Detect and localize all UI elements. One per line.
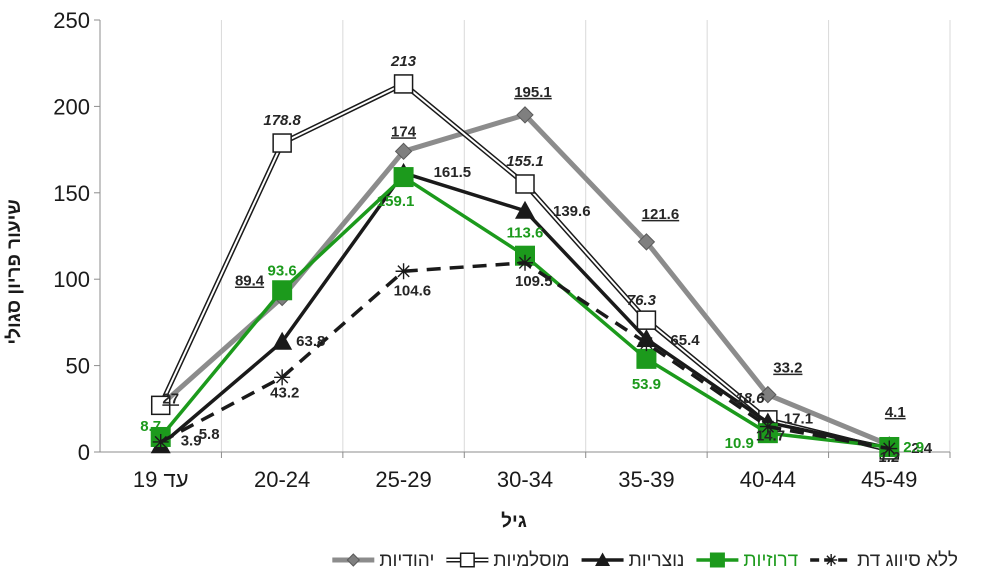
data-label-4-5: 14.7 [756,428,785,445]
data-label-2-2: 161.5 [434,164,472,181]
data-label-0-4: 121.6 [642,206,680,223]
legend-label-0: יהודיות [379,550,434,571]
x-axis-title: גיל [501,511,527,532]
point-3-1 [272,280,293,301]
point-1-4 [636,310,657,330]
point-2-3 [515,200,535,219]
data-label-3-2: 159.1 [377,193,415,210]
data-label-2-6: 2.4 [911,440,933,457]
y-tick-label-4: 200 [53,94,90,119]
point-0-5 [759,385,777,404]
data-labels: 27 89.4 174 195.1 121.6 33.2 4.1 178.8 213 155.1 7… [140,53,933,466]
legend-label-1: מוסלמיות [493,550,569,571]
data-label-3-3: 113.6 [507,225,544,242]
data-label-0-3: 195.1 [514,84,552,101]
data-label-1-4: 76.3 [627,292,657,309]
axes: 0 50 100 150 200 250 עד 19 20-24 25-29 30-34 35-39… [53,8,951,492]
point-0-4 [637,233,656,251]
star-ray [761,420,775,433]
legend-label-3: דרוזיות [743,550,798,571]
data-label-1-6: 1.2 [879,449,901,466]
star-ray [640,336,653,350]
data-label-4-0: 5.8 [199,426,220,443]
point-2-1 [272,331,293,350]
point-3-4 [636,348,657,369]
point-4-3 [517,254,533,271]
point-0-3 [516,106,534,124]
x-tick-label-4: 35-39 [618,467,674,492]
x-tick-label-0: עד 19 [133,467,189,492]
data-label-0-5: 33.2 [773,360,802,377]
legend-label-2: נוצריות [629,550,685,571]
legend-marker-3 [709,552,725,568]
y-tick-label-2: 100 [53,267,90,292]
data-label-2-4: 65.4 [670,332,700,349]
data-label-2-1: 63.8 [296,333,325,350]
data-label-2-0: 3.9 [181,432,202,449]
y-tick-label-3: 150 [53,181,90,206]
y-axis-title: שיעור פריון סגולי [4,199,25,344]
data-label-3-0: 8.7 [140,418,161,435]
data-label-1-1: 178.8 [263,112,301,129]
data-label-3-6: 2.9 [903,439,924,456]
y-tick-label-1: 50 [66,354,90,379]
legend-marker-1 [459,552,475,568]
data-label-4-3: 109.5 [515,273,553,290]
point-3-2 [393,167,414,188]
series-layer [150,74,900,460]
data-label-1-2: 213 [390,53,417,70]
data-label-1-3: 155.1 [506,153,544,170]
point-1-2 [393,74,414,94]
point-1-1 [272,133,292,153]
star-ray [826,555,836,565]
data-label-3-5: 10.9 [725,435,754,452]
legend-marker-4 [825,554,838,566]
data-label-2-5: 17.1 [784,410,813,427]
point-0-2 [394,142,413,161]
data-label-0-2: 174 [391,123,417,140]
point-1-3 [515,174,535,194]
data-label-0-1: 89.4 [235,273,265,290]
star-ray [275,371,289,384]
x-tick-label-5: 40-44 [740,467,796,492]
star-ray [518,256,532,269]
legend: ללא סיווג דת דרוזיות נוצריות מוסלמיות יהודיו… [332,550,958,571]
x-tick-label-2: 25-29 [375,467,431,492]
legend-marker-2 [595,552,611,566]
star-ray [883,442,896,455]
y-tick-label-0: 0 [78,440,90,465]
legend-label-4: ללא סיווג דת [857,550,958,571]
star-ray [154,435,167,449]
x-tick-label-3: 30-34 [497,467,553,492]
star-ray [397,265,410,278]
data-label-3-1: 93.6 [268,262,297,279]
point-4-2 [395,263,412,280]
y-tick-label-5: 250 [53,8,90,33]
data-label-2-3: 139.6 [553,203,591,220]
point-4-1 [274,369,291,386]
data-label-0-6: 4.1 [885,404,906,421]
data-label-4-1: 43.2 [270,384,299,401]
data-label-3-4: 53.9 [632,376,661,393]
series-4 [152,254,898,457]
point-4-5 [759,418,776,435]
point-4-6 [881,440,898,457]
data-label-1-5: 18.6 [735,390,765,407]
point-4-0 [152,433,169,450]
x-tick-label-6: 45-49 [861,467,917,492]
x-tick-label-1: 20-24 [254,467,310,492]
point-1-0 [150,395,171,416]
data-label-0-0: 27 [162,390,179,407]
point-4-4 [638,335,655,352]
legend-marker-0 [346,553,361,567]
data-label-4-2: 104.6 [394,282,432,299]
